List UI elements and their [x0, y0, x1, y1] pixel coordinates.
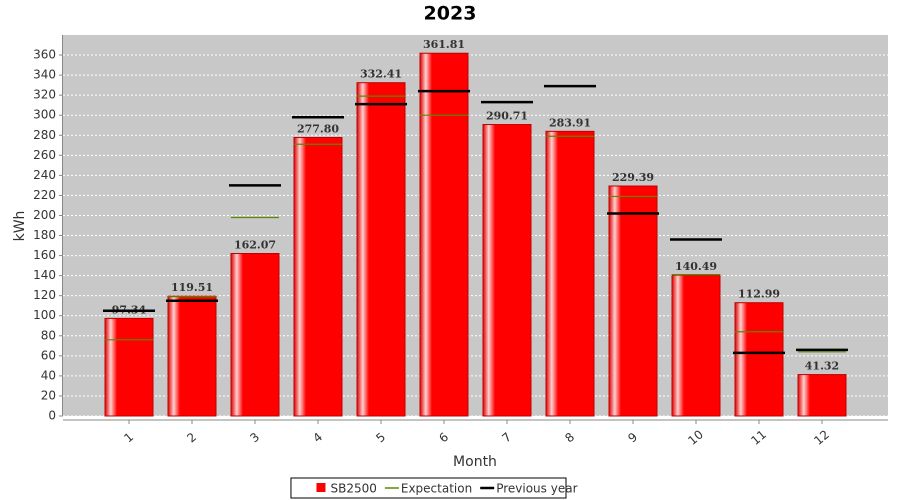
y-tick-label: 0	[48, 409, 56, 423]
legend-box	[290, 477, 567, 499]
value-label: 119.51	[171, 281, 213, 294]
y-tick-label: 120	[33, 288, 56, 302]
y-tick-label: 200	[33, 208, 56, 222]
bar	[482, 124, 532, 417]
legend: SB2500 Expectation Previous year	[290, 477, 578, 499]
x-tick-label: 7	[499, 430, 514, 446]
y-tick-label: 140	[33, 268, 56, 282]
x-tick-label: 12	[811, 427, 832, 448]
value-label: 229.39	[612, 171, 654, 184]
bar	[671, 274, 721, 417]
x-tick-label: 11	[748, 427, 769, 448]
bar	[797, 374, 847, 417]
x-tick-label: 4	[310, 430, 325, 446]
x-tick-label: 6	[436, 430, 451, 446]
bar	[104, 317, 154, 417]
y-tick-label: 340	[33, 68, 56, 82]
legend-label: SB2500	[330, 482, 376, 496]
value-label: 361.81	[423, 38, 465, 51]
x-tick-label: 2	[184, 430, 199, 446]
bar	[608, 185, 658, 417]
bar	[734, 302, 784, 417]
value-label: 277.80	[297, 122, 339, 135]
y-tick-label: 60	[41, 348, 56, 362]
y-tick-label: 240	[33, 168, 56, 182]
bar	[293, 136, 343, 417]
value-label: 283.91	[549, 116, 591, 129]
x-tick-label: 3	[247, 430, 262, 446]
x-tick-label: 5	[373, 430, 388, 446]
legend-label: Previous year	[496, 482, 577, 496]
x-axis-label: Month	[453, 454, 497, 470]
chart-title: 2023	[424, 3, 477, 25]
x-tick-label: 8	[562, 430, 577, 446]
y-tick-label: 260	[33, 148, 56, 162]
y-tick-label: 220	[33, 188, 56, 202]
x-tick-label: 1	[121, 430, 136, 446]
value-label: 112.99	[738, 288, 780, 301]
value-label: 332.41	[360, 68, 402, 81]
y-tick-label: 80	[41, 328, 56, 342]
y-tick-label: 280	[33, 128, 56, 142]
y-axis-label: kWh	[12, 211, 28, 242]
value-label: 162.07	[234, 239, 276, 252]
y-tick-label: 160	[33, 248, 56, 262]
y-tick-label: 20	[41, 388, 56, 402]
x-tick-label: 10	[685, 427, 706, 448]
y-tick-label: 180	[33, 228, 56, 242]
legend-swatch	[316, 483, 326, 492]
x-tick-label: 9	[625, 430, 640, 446]
bar	[230, 253, 280, 417]
value-label: 41.32	[805, 360, 839, 373]
value-label: 290.71	[486, 110, 528, 123]
y-tick-label: 360	[33, 48, 56, 62]
y-tick-label: 300	[33, 108, 56, 122]
y-tick-label: 100	[33, 308, 56, 322]
legend-label: Expectation	[401, 482, 472, 496]
bar	[356, 82, 406, 417]
bar	[419, 52, 469, 417]
bar	[545, 130, 595, 417]
y-tick-label: 320	[33, 88, 56, 102]
y-tick-label: 40	[41, 368, 56, 382]
value-label: 140.49	[675, 260, 717, 273]
bar	[167, 295, 217, 417]
